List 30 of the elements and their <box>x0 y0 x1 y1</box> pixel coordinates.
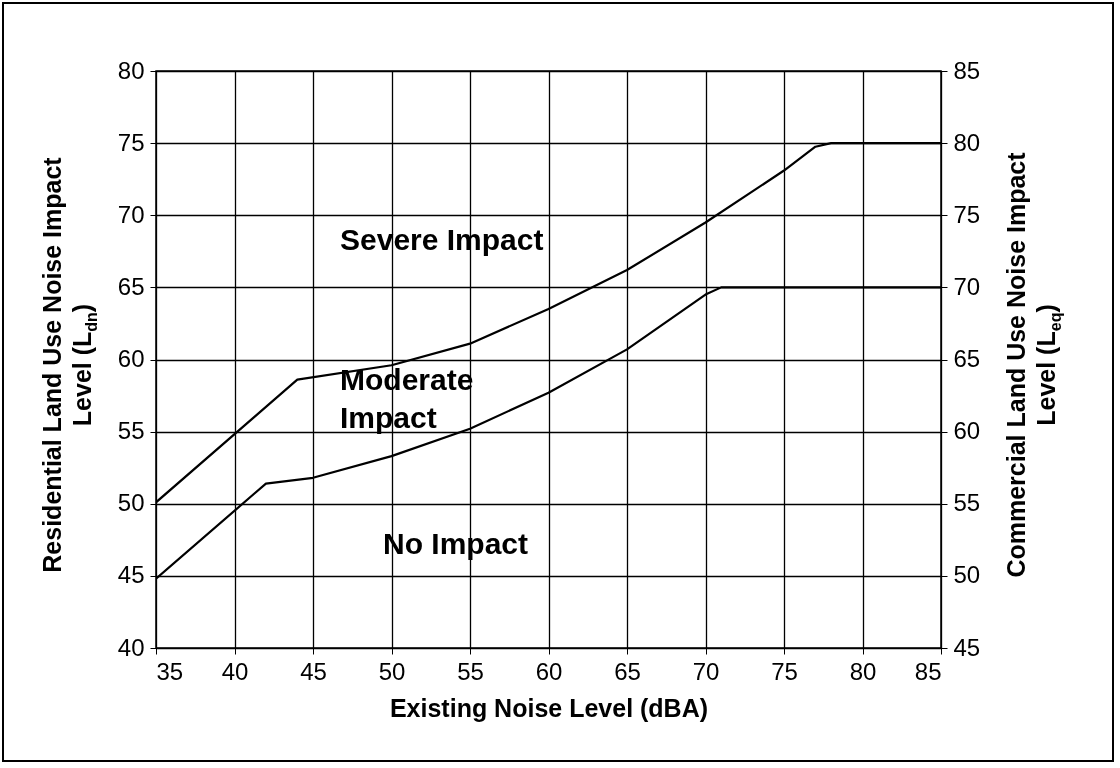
y-tick-label: 40 <box>117 633 145 661</box>
x-tick-label: 60 <box>535 657 563 685</box>
y2-tick-label: 60 <box>953 417 981 445</box>
y2-tick-label: 55 <box>953 489 981 517</box>
x-tick-label: 70 <box>692 657 720 685</box>
x-tick-label: 55 <box>457 657 484 685</box>
y2-tick-label: 70 <box>953 272 981 300</box>
x-tick-label: 40 <box>221 657 249 685</box>
y2-tick-label: 50 <box>953 561 981 589</box>
y-tick-label: 45 <box>117 561 145 589</box>
x-tick-label: 45 <box>300 657 327 685</box>
y-tick-label: 50 <box>117 489 145 517</box>
y-tick-label: 60 <box>117 345 145 372</box>
y2-tick-label: 65 <box>953 345 981 372</box>
x-tick-label: 80 <box>849 657 877 685</box>
x-tick-label: 85 <box>914 657 942 685</box>
x-tick-label: 50 <box>378 657 406 685</box>
y-tick-label: 75 <box>117 128 145 156</box>
x-tick-label: 35 <box>156 657 184 685</box>
y2-tick-label: 80 <box>953 128 981 156</box>
x-tick-label: 75 <box>771 657 798 685</box>
x-axis-title: Existing Noise Level (dBA) <box>389 693 709 722</box>
y-tick-label: 70 <box>117 200 145 228</box>
y2-tick-label: 85 <box>953 56 981 84</box>
y-tick-label: 65 <box>117 272 145 300</box>
y2-tick-label: 45 <box>953 633 981 661</box>
y-tick-label: 80 <box>117 56 145 84</box>
y-tick-label: 55 <box>117 417 145 445</box>
y2-tick-label: 75 <box>953 200 981 228</box>
x-tick-label: 65 <box>614 657 641 685</box>
